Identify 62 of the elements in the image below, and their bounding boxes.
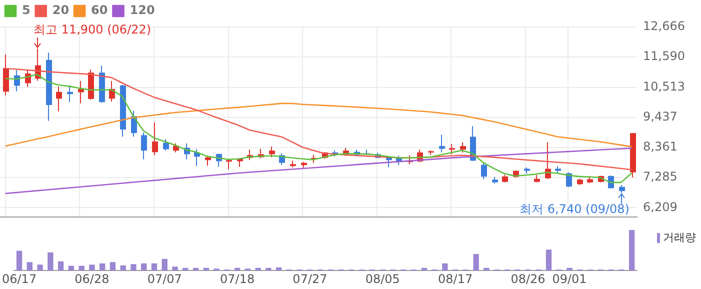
candlestick [545,142,551,180]
bar [89,264,95,271]
x-tick-label: 07/07 [147,272,182,286]
candlestick [163,138,169,152]
candlestick [3,54,9,96]
bar [151,263,158,271]
legend-label: 120 [130,3,155,18]
candlestick [269,146,275,158]
bar [68,266,74,271]
annotation: 최고 11,900 (06/22) [34,22,152,37]
bar [172,266,178,271]
bar [120,265,126,271]
bar [37,264,43,271]
bar [473,254,479,271]
y-tick-label: 7,285 [643,170,678,184]
candlestick [439,134,445,153]
bar [566,268,572,271]
y-tick-label: 8,361 [643,140,678,154]
legend-label: 5 [22,3,30,18]
candlestick [460,142,466,154]
annotation: 최저 6,740 (09/08) [520,202,630,216]
candlestick [141,132,147,160]
bar [26,262,33,271]
bar [78,266,84,271]
x-tick-label: 09/01 [552,272,587,286]
candlestick [152,122,158,156]
bar [546,250,552,271]
x-tick-label: 06/28 [74,272,110,286]
bar [484,268,490,271]
legend-label: 20 [52,3,70,18]
bar [255,268,261,271]
x-tick-label: 08/05 [365,272,400,286]
bar [276,267,282,271]
x-tick-label: 07/27 [292,272,328,286]
candlestick [56,86,62,112]
bar [58,261,64,271]
candlestick [481,162,487,180]
bar [100,263,106,271]
bar [130,264,136,271]
bar [141,263,147,271]
candlestick [78,80,84,104]
bar [162,258,168,271]
y-tick-label: 12,666 [643,19,685,34]
bar [16,250,22,271]
y-tick-label: 9,437 [643,110,678,124]
candlestick [205,155,211,166]
candlestick [449,143,455,155]
bar [266,268,272,271]
y-tick-label: 11,590 [643,49,685,64]
y-tick-label: 10,513 [643,79,685,94]
bar [48,252,54,271]
bar [442,263,448,271]
y-tick-label: 6,209 [643,200,678,214]
x-tick-label: 06/17 [2,272,37,286]
x-tick-label: 08/17 [438,272,473,286]
x-tick-label: 07/18 [220,272,255,286]
bar [110,262,116,271]
legend-label: 거래량 [663,230,696,244]
bar [628,230,635,271]
legend-label: 60 [91,3,108,18]
candlestick [67,86,73,103]
x-tick-label: 08/26 [510,272,546,286]
